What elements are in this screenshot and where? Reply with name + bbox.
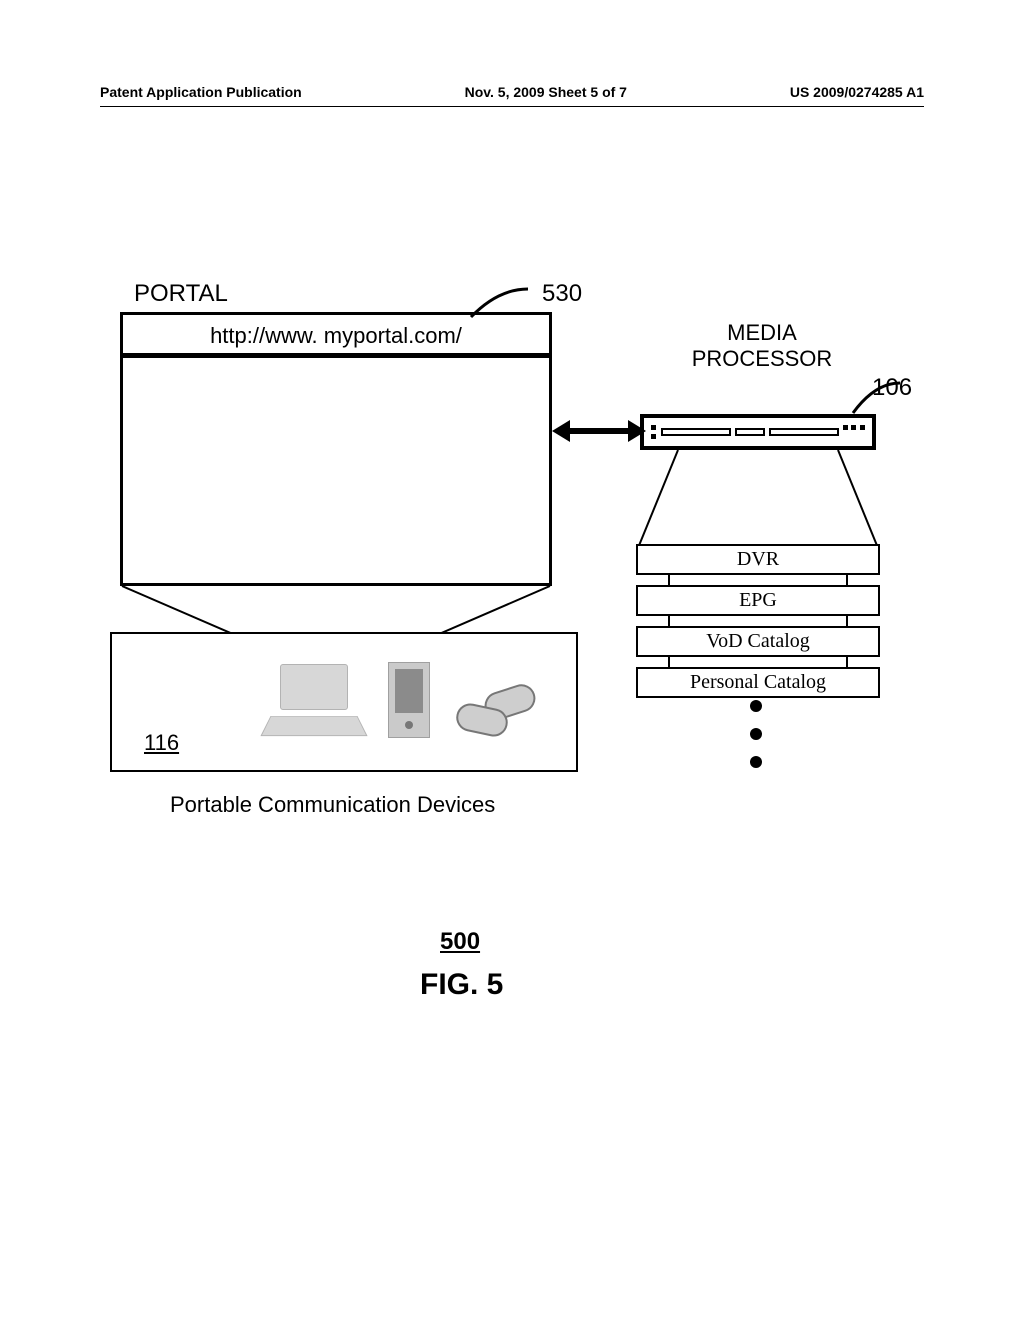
menu-dvr: DVR [636, 544, 880, 575]
menu-epg: EPG [636, 585, 880, 616]
figure-diagram: PORTAL http://www. myportal.com/ 530 MED… [110, 280, 910, 980]
portal-label: PORTAL [134, 280, 228, 308]
ellipsis-dots [750, 700, 762, 768]
ref-106: 106 [872, 374, 912, 402]
stb-fan-lines [630, 448, 886, 550]
ref-530: 530 [542, 280, 582, 308]
figure-number: 500 [440, 928, 480, 956]
double-arrow-line [558, 428, 634, 434]
ref-530-leader [468, 284, 538, 320]
devices-caption: Portable Communication Devices [170, 792, 495, 818]
ref-116: 116 [144, 730, 179, 756]
set-top-box-icon [640, 414, 876, 450]
device-icons-row [266, 662, 544, 738]
figure-label: FIG. 5 [420, 968, 503, 1002]
portal-window-body [120, 358, 552, 586]
flip-phone-icon [456, 688, 544, 738]
portable-devices-box: 116 [110, 632, 578, 772]
page-header: Patent Application Publication Nov. 5, 2… [100, 84, 924, 100]
pda-icon [388, 662, 430, 738]
media-processor-label: MEDIA PROCESSOR [662, 320, 862, 372]
menu-personal: Personal Catalog [636, 667, 880, 698]
double-arrow-right [628, 420, 646, 442]
header-center: Nov. 5, 2009 Sheet 5 of 7 [465, 84, 627, 100]
media-menu-stack: DVR EPG VoD Catalog Personal Catalog [636, 544, 880, 698]
header-right: US 2009/0274285 A1 [790, 84, 924, 100]
header-rule [100, 106, 924, 107]
header-left: Patent Application Publication [100, 84, 302, 100]
laptop-icon [266, 664, 362, 738]
menu-vod: VoD Catalog [636, 626, 880, 657]
